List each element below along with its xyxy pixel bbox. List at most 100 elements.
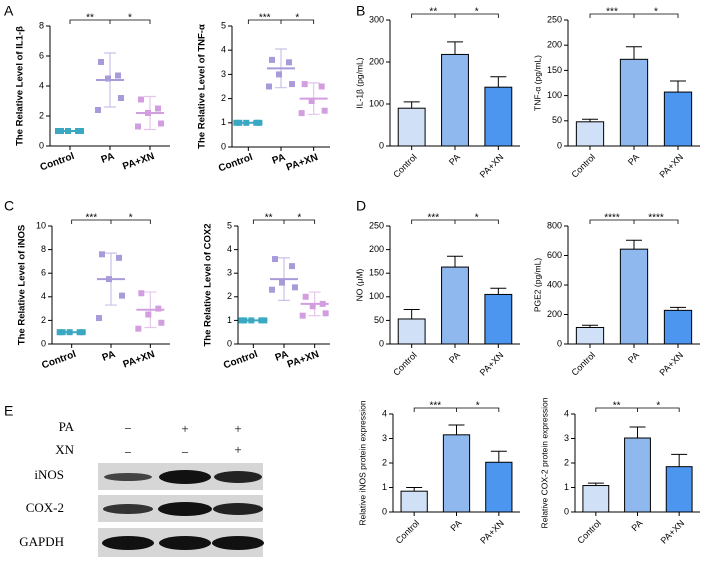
y-tick-label: 3 (382, 433, 387, 443)
x-tick-label: Control (391, 350, 419, 378)
significance-bracket (71, 219, 151, 224)
data-point (138, 290, 145, 297)
y-tick-label: 0 (39, 140, 44, 150)
data-point (286, 59, 292, 66)
blot-band (214, 471, 262, 483)
data-point (298, 110, 305, 117)
data-point (98, 59, 104, 65)
y-tick-label: 50 (374, 315, 384, 325)
bar (442, 434, 471, 513)
x-tick-label: PA+XN (122, 349, 157, 371)
significance-bracket (589, 13, 679, 18)
data-point (302, 293, 309, 300)
panel-letter: A (4, 3, 14, 19)
y-tick-label: 0 (564, 506, 569, 516)
data-point (289, 81, 295, 88)
y-tick-label: 800 (547, 220, 562, 230)
error-bar (447, 255, 463, 268)
bar (397, 107, 426, 147)
y-tick-label: 8 (41, 244, 46, 254)
blot-band (159, 470, 211, 484)
x-tick-label: Control (394, 518, 422, 546)
blot-band (102, 536, 154, 550)
data-point (118, 95, 124, 101)
data-point (279, 279, 285, 286)
error-bar (406, 487, 423, 492)
y-tick-label: 300 (369, 14, 384, 24)
bar (397, 318, 426, 345)
x-tick-label: PA (630, 518, 645, 533)
y-tick-label: 1 (382, 482, 387, 492)
data-point (119, 292, 125, 299)
y-axis-label: Relative iNOS protein expression (357, 400, 367, 525)
significance-bracket (411, 13, 499, 18)
y-tick-label: 0 (557, 338, 562, 348)
bar (400, 490, 428, 513)
blot-band (213, 503, 263, 515)
blot-band (159, 536, 211, 550)
y-tick-label: 3 (564, 433, 569, 443)
y-tick-label: 4 (39, 80, 44, 90)
significance-label: *** (259, 13, 271, 24)
error-bar (448, 424, 465, 435)
panel-letter: B (356, 3, 365, 19)
data-point (276, 71, 282, 78)
bar (441, 53, 469, 147)
y-tick-label: 6 (39, 50, 44, 60)
data-point (272, 256, 278, 263)
significance-bracket (252, 219, 316, 224)
significance-bracket (69, 19, 151, 24)
condition-label: XN (55, 442, 74, 457)
band-label: iNOS (34, 467, 64, 482)
x-tick-label: PA+XN (657, 152, 685, 180)
y-tick-label: 8 (39, 20, 44, 30)
y-tick-label: 0 (227, 338, 232, 348)
significance-label: * (476, 401, 480, 412)
y-axis-label: Relative COX-2 protein expression (539, 397, 549, 528)
error-bar (490, 76, 507, 88)
data-point (318, 83, 325, 90)
x-tick-label: PA (626, 152, 641, 167)
data-point (321, 107, 328, 114)
bar (619, 58, 649, 147)
y-tick-label: 100 (369, 98, 384, 108)
error-bar (403, 309, 420, 319)
y-axis-label: The Relative Level of iNOS (17, 225, 28, 345)
y-tick-label: 0 (221, 141, 226, 151)
significance-label: ** (429, 7, 437, 18)
panel-letter: E (4, 403, 13, 419)
x-tick-label: PA (449, 518, 464, 533)
x-tick-label: PA (271, 152, 287, 167)
significance-bracket (413, 407, 500, 412)
y-tick-label: 250 (547, 14, 562, 24)
y-tick-label: 4 (227, 244, 232, 254)
x-tick-label: PA (447, 350, 462, 365)
data-point (155, 305, 162, 312)
bar (663, 91, 693, 147)
panel-letter: C (4, 198, 14, 214)
y-axis-label: The Relative Level of TNF-α (197, 24, 208, 149)
y-tick-label: 3 (221, 69, 226, 79)
data-point (95, 107, 101, 113)
y-tick-label: 5 (221, 20, 226, 30)
x-tick-label: Control (40, 349, 77, 372)
y-tick-label: 4 (382, 408, 387, 418)
blot-band (103, 504, 153, 514)
significance-label: * (128, 13, 132, 24)
bar (575, 121, 605, 147)
y-tick-label: 4 (41, 291, 46, 301)
y-tick-label: 200 (369, 244, 384, 254)
y-tick-label: 250 (369, 220, 384, 230)
significance-bracket (247, 19, 315, 24)
significance-bracket (589, 219, 679, 224)
x-tick-label: Control (570, 350, 598, 378)
condition-label: PA (59, 419, 75, 434)
data-point (299, 312, 306, 319)
data-point (105, 75, 111, 82)
data-point (158, 319, 165, 326)
x-tick-label: PA+XN (659, 518, 687, 546)
y-tick-label: 0 (379, 338, 384, 348)
y-tick-label: 200 (547, 309, 562, 319)
significance-bracket (411, 219, 499, 224)
